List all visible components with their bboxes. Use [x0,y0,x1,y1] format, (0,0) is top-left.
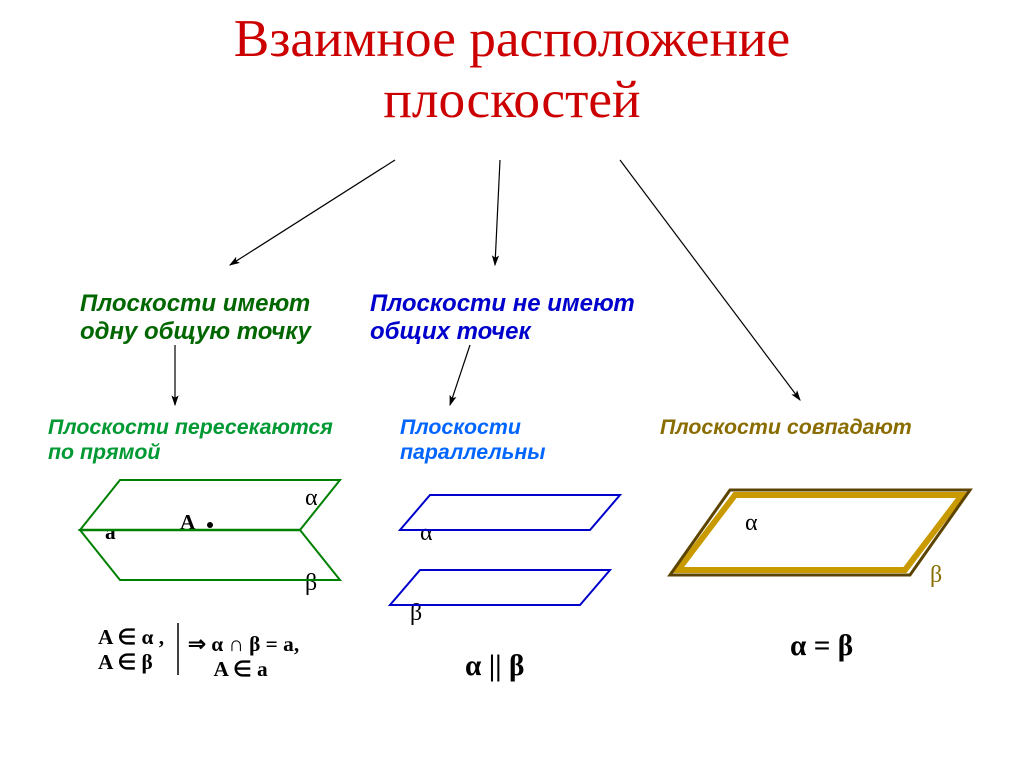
formula-intersect-right: ⇒ α ∩ β = a, A ∈ a [188,632,299,682]
label-branch1-top: Плоскости имеют одну общую точку [80,290,311,346]
formula-parallel: α || β [465,650,524,683]
symbol-alpha-intersect: α [305,485,318,512]
symbol-alpha-parallel: α [420,520,433,547]
diagram-coincide [670,490,970,575]
title-line1: Взаимное расположение [0,8,1024,69]
diagram-intersect [80,480,340,580]
formula-intersect-left: A ∈ α , A ∈ β [98,625,164,675]
arrows-group [175,160,800,405]
label-branch1-mid: Плоскости пересекаются по прямой [48,415,333,465]
formula-coincide: α = β [790,630,853,663]
symbol-A-point: A [180,510,195,535]
label-branch2-mid: Плоскости параллельны [400,415,545,465]
page-title: Взаимное расположение плоскостей [0,8,1024,131]
symbol-beta-intersect: β [305,570,317,597]
symbol-beta-coincide: β [930,562,942,589]
symbol-a-line: a [105,520,116,545]
symbol-alpha-coincide: α [745,510,758,537]
symbol-beta-parallel: β [410,600,422,627]
title-line2: плоскостей [0,69,1024,130]
diagram-parallel [390,495,620,605]
label-branch2-top: Плоскости не имеют общих точек [370,290,635,346]
stage: Взаимное расположение плоскостей Плоскос… [0,0,1024,768]
label-branch3-mid: Плоскости совпадают [660,415,912,440]
